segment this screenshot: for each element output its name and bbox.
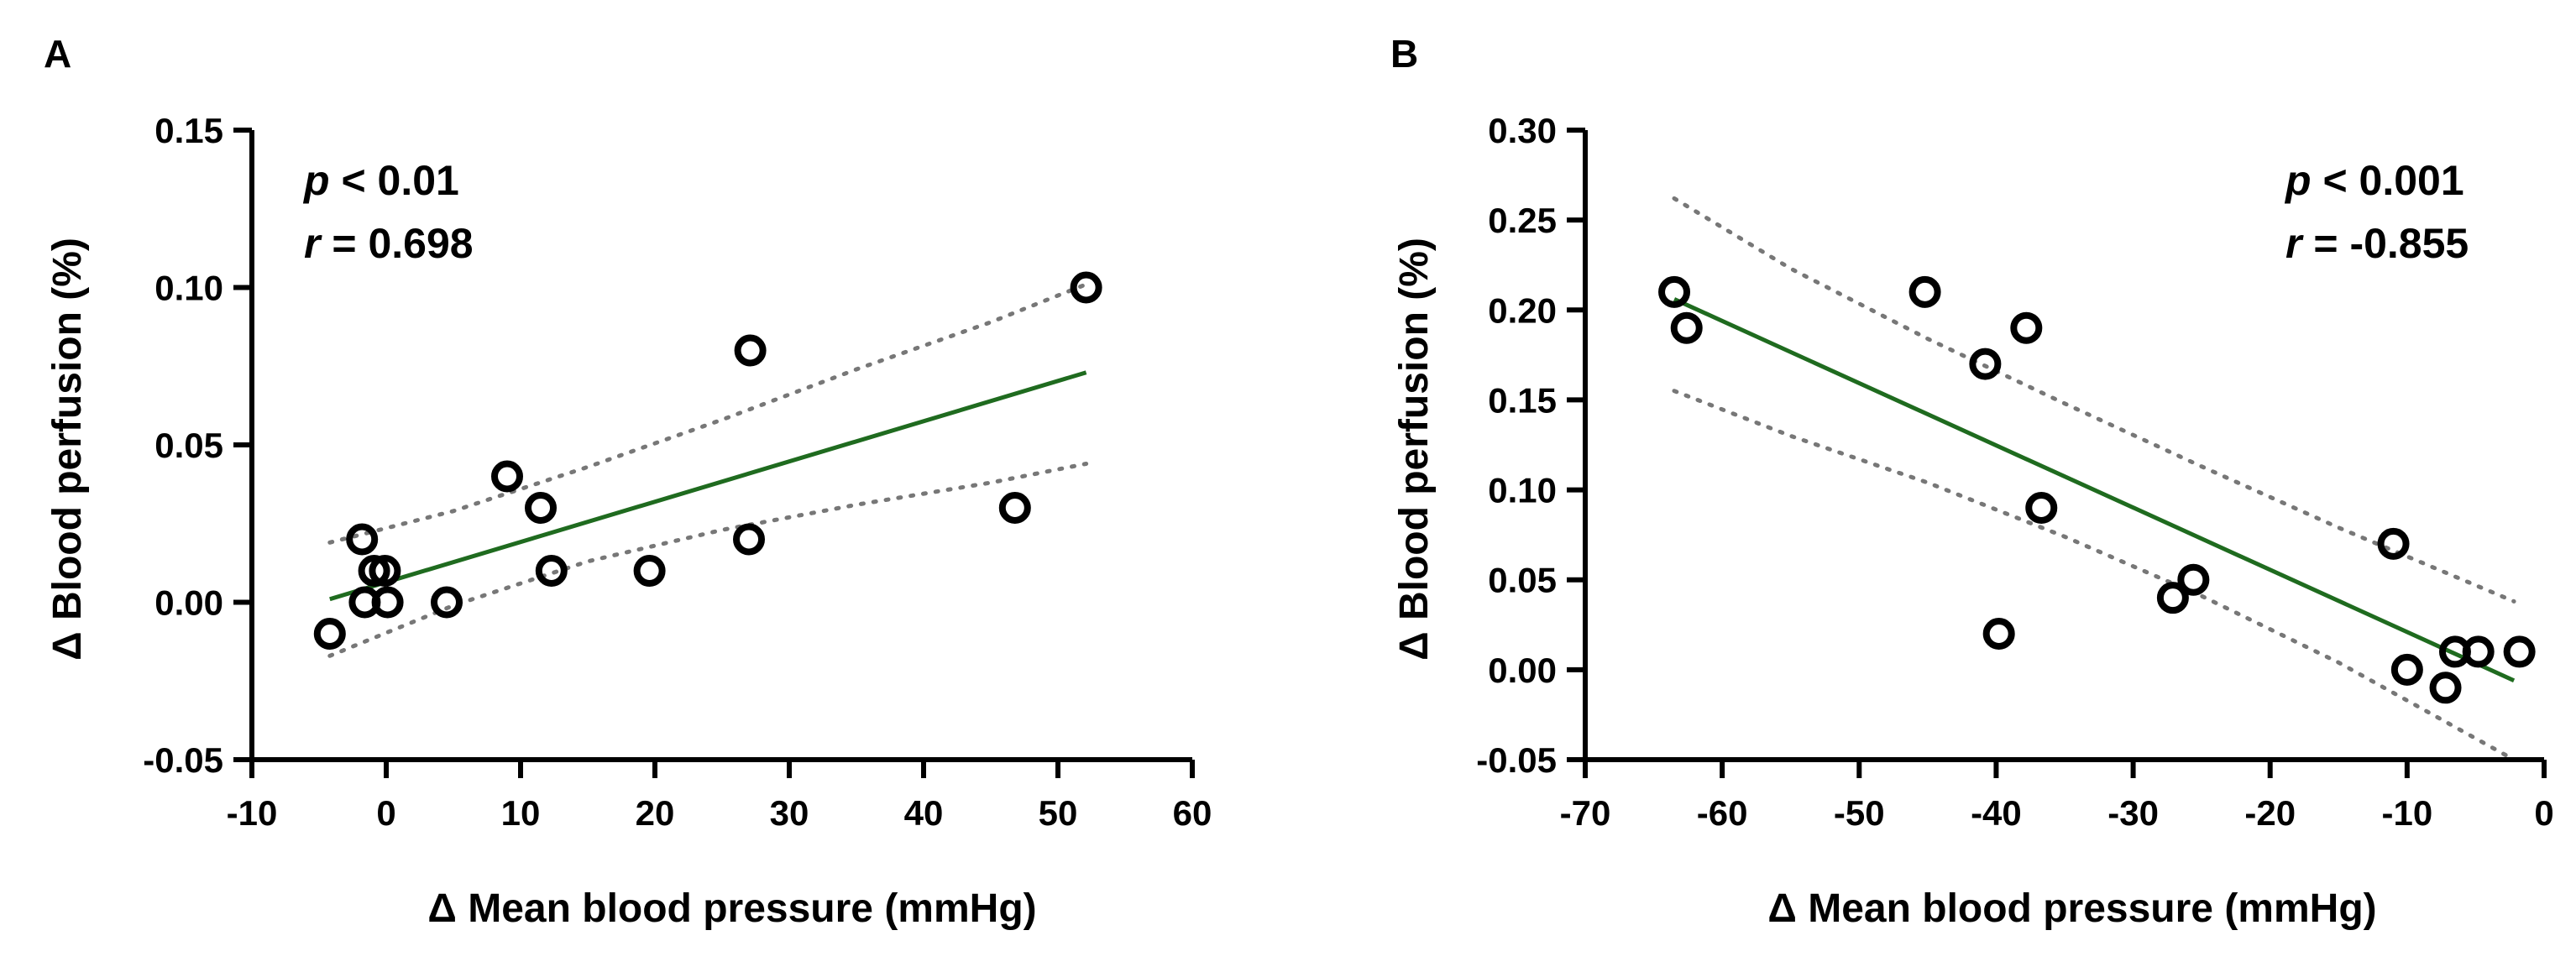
- panel-b-y-tick-label: 0.00: [1488, 651, 1557, 690]
- panel-a-ci-upper: [327, 282, 1089, 545]
- panel-b-y-tick-label: -0.05: [1476, 740, 1557, 780]
- panel-a-axes: -0.05 0.00 0.05 0.10 0.15 -10 0 10 20 30 40 50 60: [143, 111, 1212, 833]
- panel-a-y-tick-label: 0.00: [154, 583, 223, 623]
- panel-a-data-point: [346, 523, 379, 556]
- panel-b-data-point: [2503, 635, 2536, 668]
- panel-b-r-value: r = -0.855: [2285, 220, 2469, 267]
- panel-b-x-tick-label: -10: [2382, 793, 2433, 833]
- panel-a-data-point: [733, 523, 765, 556]
- panel-b-x-tick-label: -30: [2107, 793, 2159, 833]
- panel-a-x-tick-label: 60: [1173, 793, 1212, 833]
- panel-b-data-point: [2377, 527, 2410, 560]
- panel-a-x-tick-label: 50: [1039, 793, 1078, 833]
- panel-a-ci-lower: [327, 462, 1089, 658]
- panel-b-x-tick-label: 0: [2534, 793, 2553, 833]
- panel-a-data-point: [998, 492, 1031, 524]
- panel-a-y-tick-label: -0.05: [143, 740, 223, 780]
- panel-b-data-point: [2156, 582, 2189, 614]
- panel-a-data-point: [633, 555, 666, 587]
- panel-b-x-axis-title: Δ Mean blood pressure (mmHg): [1767, 886, 2376, 931]
- panel-b-data-point: [1982, 618, 2015, 650]
- panel-b-x-tick-label: -20: [2244, 793, 2296, 833]
- panel-b-points: [1658, 275, 2536, 704]
- panel-b-y-tick-label: 0.30: [1488, 111, 1557, 150]
- panel-a-y-tick-label: 0.10: [154, 269, 223, 308]
- panel-a-data-point: [371, 586, 404, 619]
- panel-a-x-axis-title: Δ Mean blood pressure (mmHg): [427, 886, 1036, 931]
- panel-b-y-tick-label: 0.15: [1488, 380, 1557, 420]
- panel-a-data-point: [491, 460, 523, 493]
- panel-a-data-point: [1070, 271, 1102, 304]
- panel-a-x-tick-label: 40: [904, 793, 944, 833]
- panel-a-x-tick-label: 30: [770, 793, 809, 833]
- panel-b-data-point: [1670, 311, 1703, 344]
- panel-b-y-tick-label: 0.05: [1488, 561, 1557, 600]
- panel-a-confidence-band: [327, 282, 1089, 658]
- panel-b-data-point: [2462, 635, 2495, 668]
- panel-b-data-point: [2390, 653, 2423, 686]
- panel-b-data-point: [2010, 311, 2043, 344]
- panel-b-y-tick-label: 0.20: [1488, 290, 1557, 330]
- panel-b-x-tick-label: -70: [1560, 793, 1611, 833]
- panel-a-data-point: [734, 334, 767, 367]
- panel-a-data-point: [525, 492, 557, 524]
- panel-a-regression-line: [329, 370, 1087, 602]
- panel-b-axes: -0.05 0.00 0.05 0.10 0.15 0.20 0.25 0.30 -70 -60 -…: [1476, 111, 2553, 833]
- panel-b-p-value: p < 0.001: [2284, 157, 2464, 204]
- panel-b-fit: [1673, 297, 2516, 682]
- panel-a-chart: A -0.050.000.050.100.15-10 0 10 20 30 40 50 60 …: [44, 32, 1212, 931]
- panel-b-ci-lower: [1672, 389, 2516, 762]
- panel-b-regression-line: [1673, 297, 2516, 682]
- panel-b-y-tick-label: 0.10: [1488, 471, 1557, 510]
- panel-b-data-point: [2177, 563, 2210, 596]
- panel-a-data-point: [535, 555, 568, 587]
- panel-a-y-tick-label: 0.05: [154, 426, 223, 465]
- panel-b-data-point: [1658, 275, 1691, 308]
- panel-b-x-tick-label: -60: [1697, 793, 1748, 833]
- panel-b-chart: B -0.05 0.00 0.05 0.10 0.15 0.20 0.25 0.30 -70 -6…: [1390, 32, 2554, 931]
- panel-a-data-point: [369, 555, 401, 587]
- panel-a-y-tick-label: 0.15: [154, 111, 223, 150]
- panel-a-data-point: [431, 586, 463, 619]
- panel-b-data-point: [1908, 275, 1941, 308]
- panel-a-data-point: [358, 555, 390, 587]
- panel-b-data-point: [2429, 672, 2462, 704]
- panel-a-p-value: p < 0.01: [302, 157, 459, 204]
- panel-b-data-point: [2025, 492, 2058, 524]
- panel-a-points: [313, 271, 1102, 650]
- panel-b-y-tick-label: 0.25: [1488, 201, 1557, 240]
- panel-a-x-tick-label: -10: [227, 793, 278, 833]
- panel-b-letter: B: [1390, 32, 1418, 76]
- panel-a-r-value: r = 0.698: [304, 220, 474, 267]
- panel-a-x-tick-label: 10: [501, 793, 541, 833]
- panel-b-ci-upper: [1672, 196, 2516, 604]
- panel-b-data-point: [1969, 348, 2002, 380]
- panel-a-letter: A: [44, 32, 71, 76]
- panel-a-data-point: [313, 618, 346, 650]
- panel-a-x-tick-label: 20: [636, 793, 675, 833]
- panel-b-confidence-band: [1672, 196, 2516, 762]
- panel-b-x-tick-label: -40: [1971, 793, 2022, 833]
- panel-a-y-axis-title: Δ Blood perfusion (%): [45, 238, 90, 661]
- panel-b-y-axis-title: Δ Blood perfusion (%): [1392, 238, 1437, 661]
- panel-b-x-tick-label: -50: [1834, 793, 1885, 833]
- panel-a-x-tick-label: 0: [376, 793, 395, 833]
- panel-a-fit: [329, 370, 1087, 602]
